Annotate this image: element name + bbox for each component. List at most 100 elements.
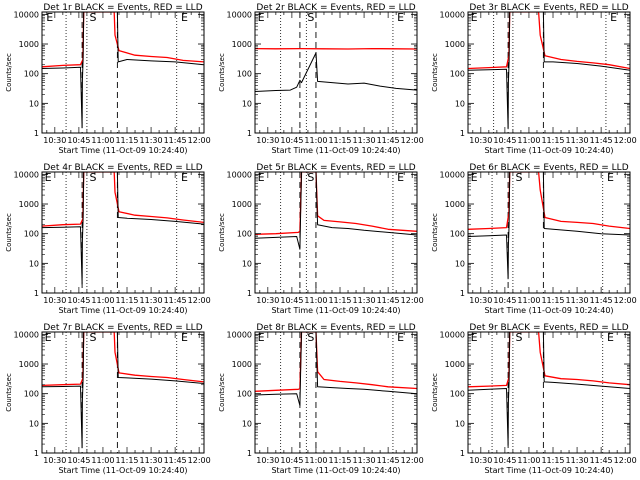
x-axis-label: Start Time (11-Oct-09 10:24:40): [58, 146, 187, 155]
x-tick-label: 11:15: [328, 136, 351, 145]
event-marker-label: E: [45, 171, 52, 184]
y-axis-label: Counts/sec: [5, 373, 13, 412]
event-marker-label: E: [258, 331, 265, 344]
x-tick-label: 10:45: [280, 456, 303, 465]
lld-series-line: [468, 332, 630, 388]
y-tick-label: 1000: [232, 360, 252, 369]
x-tick-label: 10:30: [256, 296, 279, 305]
y-axis-label: Counts/sec: [431, 213, 439, 252]
plot-frame: [254, 171, 418, 294]
chart-title: Det 4r BLACK = Events, RED = LLD: [43, 163, 202, 173]
y-tick-label: 10: [455, 419, 465, 428]
x-tick-label: 11:15: [115, 136, 138, 145]
x-axis-label: Start Time (11-Oct-09 10:24:40): [271, 306, 400, 315]
event-marker-label: S: [307, 171, 314, 184]
y-tick-label: 100: [24, 390, 39, 399]
event-marker-label: E: [181, 331, 188, 344]
y-tick-label: 1: [247, 289, 252, 298]
x-tick-label: 10:30: [469, 456, 492, 465]
x-tick-label: 11:15: [328, 296, 351, 305]
event-marker-label: E: [397, 331, 404, 344]
x-tick-label: 11:00: [304, 296, 327, 305]
x-tick-label: 11:45: [164, 456, 187, 465]
y-tick-label: 100: [450, 390, 465, 399]
y-tick-label: 1000: [445, 40, 465, 49]
event-marker-label: S: [307, 331, 314, 344]
y-tick-label: 10: [29, 259, 39, 268]
x-tick-label: 11:30: [566, 296, 589, 305]
x-tick-label: 12:00: [188, 296, 211, 305]
x-tick-label: 10:30: [43, 136, 66, 145]
x-tick-label: 11:45: [590, 136, 613, 145]
event-marker-label: E: [181, 11, 188, 24]
y-tick-label: 100: [450, 230, 465, 239]
chart-title: Det 9r BLACK = Events, RED = LLD: [469, 323, 628, 333]
events-series-line: [42, 12, 204, 129]
plot-frame: [467, 331, 631, 454]
x-tick-label: 12:00: [614, 296, 637, 305]
y-tick-label: 10: [242, 419, 252, 428]
x-tick-label: 12:00: [188, 136, 211, 145]
y-tick-label: 1: [34, 289, 39, 298]
y-tick-label: 10000: [14, 170, 39, 179]
x-axis-label: Start Time (11-Oct-09 10:24:40): [271, 466, 400, 475]
lld-series-line: [42, 172, 204, 227]
event-marker-label: E: [181, 171, 188, 184]
x-tick-label: 11:30: [353, 136, 376, 145]
events-series-line: [468, 332, 630, 446]
y-tick-label: 10000: [14, 330, 39, 339]
x-tick-label: 11:00: [91, 136, 114, 145]
event-marker-label: S: [90, 171, 97, 184]
plot-frame: [254, 331, 418, 454]
chart-title: Det 3r BLACK = Events, RED = LLD: [469, 3, 628, 13]
plot-frame: [467, 171, 631, 294]
x-axis-label: Start Time (11-Oct-09 10:24:40): [484, 466, 613, 475]
events-series-line: [468, 12, 630, 130]
event-marker-label: S: [516, 331, 523, 344]
y-tick-label: 1000: [19, 200, 39, 209]
y-axis-label: Counts/sec: [218, 373, 226, 412]
y-tick-label: 1: [460, 449, 465, 458]
x-tick-label: 12:00: [188, 456, 211, 465]
y-tick-label: 10000: [227, 10, 252, 19]
x-tick-label: 11:30: [353, 456, 376, 465]
y-tick-label: 10000: [227, 170, 252, 179]
y-axis-label: Counts/sec: [5, 53, 13, 92]
y-tick-label: 10000: [227, 330, 252, 339]
chart-title: Det 5r BLACK = Events, RED = LLD: [256, 163, 415, 173]
events-series-line: [255, 52, 417, 92]
x-tick-label: 10:30: [43, 456, 66, 465]
chart-title: Det 1r BLACK = Events, RED = LLD: [43, 3, 202, 13]
x-tick-label: 10:45: [67, 456, 90, 465]
x-tick-label: 12:00: [614, 456, 637, 465]
x-tick-label: 11:45: [164, 296, 187, 305]
x-tick-label: 10:45: [280, 136, 303, 145]
x-tick-label: 10:45: [67, 296, 90, 305]
y-tick-label: 100: [450, 70, 465, 79]
chart-panel-3: Det 3r BLACK = Events, RED = LLD Counts/s…: [431, 3, 637, 155]
x-tick-label: 11:45: [590, 456, 613, 465]
chart-panel-2: Det 2r BLACK = Events, RED = LLD Counts/s…: [218, 3, 424, 155]
chart-panel-5: Det 5r BLACK = Events, RED = LLD Counts/s…: [218, 163, 424, 315]
event-marker-label: E: [46, 11, 53, 24]
x-tick-label: 11:00: [517, 296, 540, 305]
x-tick-label: 11:00: [304, 456, 327, 465]
event-marker-label: E: [607, 331, 614, 344]
y-axis-label: Counts/sec: [218, 53, 226, 92]
x-tick-label: 11:00: [517, 456, 540, 465]
y-tick-label: 10: [242, 259, 252, 268]
x-tick-label: 10:45: [280, 296, 303, 305]
y-tick-label: 100: [237, 230, 252, 239]
y-tick-label: 10: [242, 99, 252, 108]
chart-panel-6: Det 6r BLACK = Events, RED = LLD Counts/s…: [431, 163, 637, 315]
x-tick-label: 10:30: [43, 296, 66, 305]
x-tick-label: 11:45: [164, 136, 187, 145]
events-series-line: [255, 172, 417, 250]
lld-series-line: [255, 332, 417, 392]
x-tick-label: 11:30: [566, 456, 589, 465]
y-tick-label: 10: [29, 419, 39, 428]
x-axis-label: Start Time (11-Oct-09 10:24:40): [484, 146, 613, 155]
y-tick-label: 10000: [440, 10, 465, 19]
y-tick-label: 100: [24, 230, 39, 239]
